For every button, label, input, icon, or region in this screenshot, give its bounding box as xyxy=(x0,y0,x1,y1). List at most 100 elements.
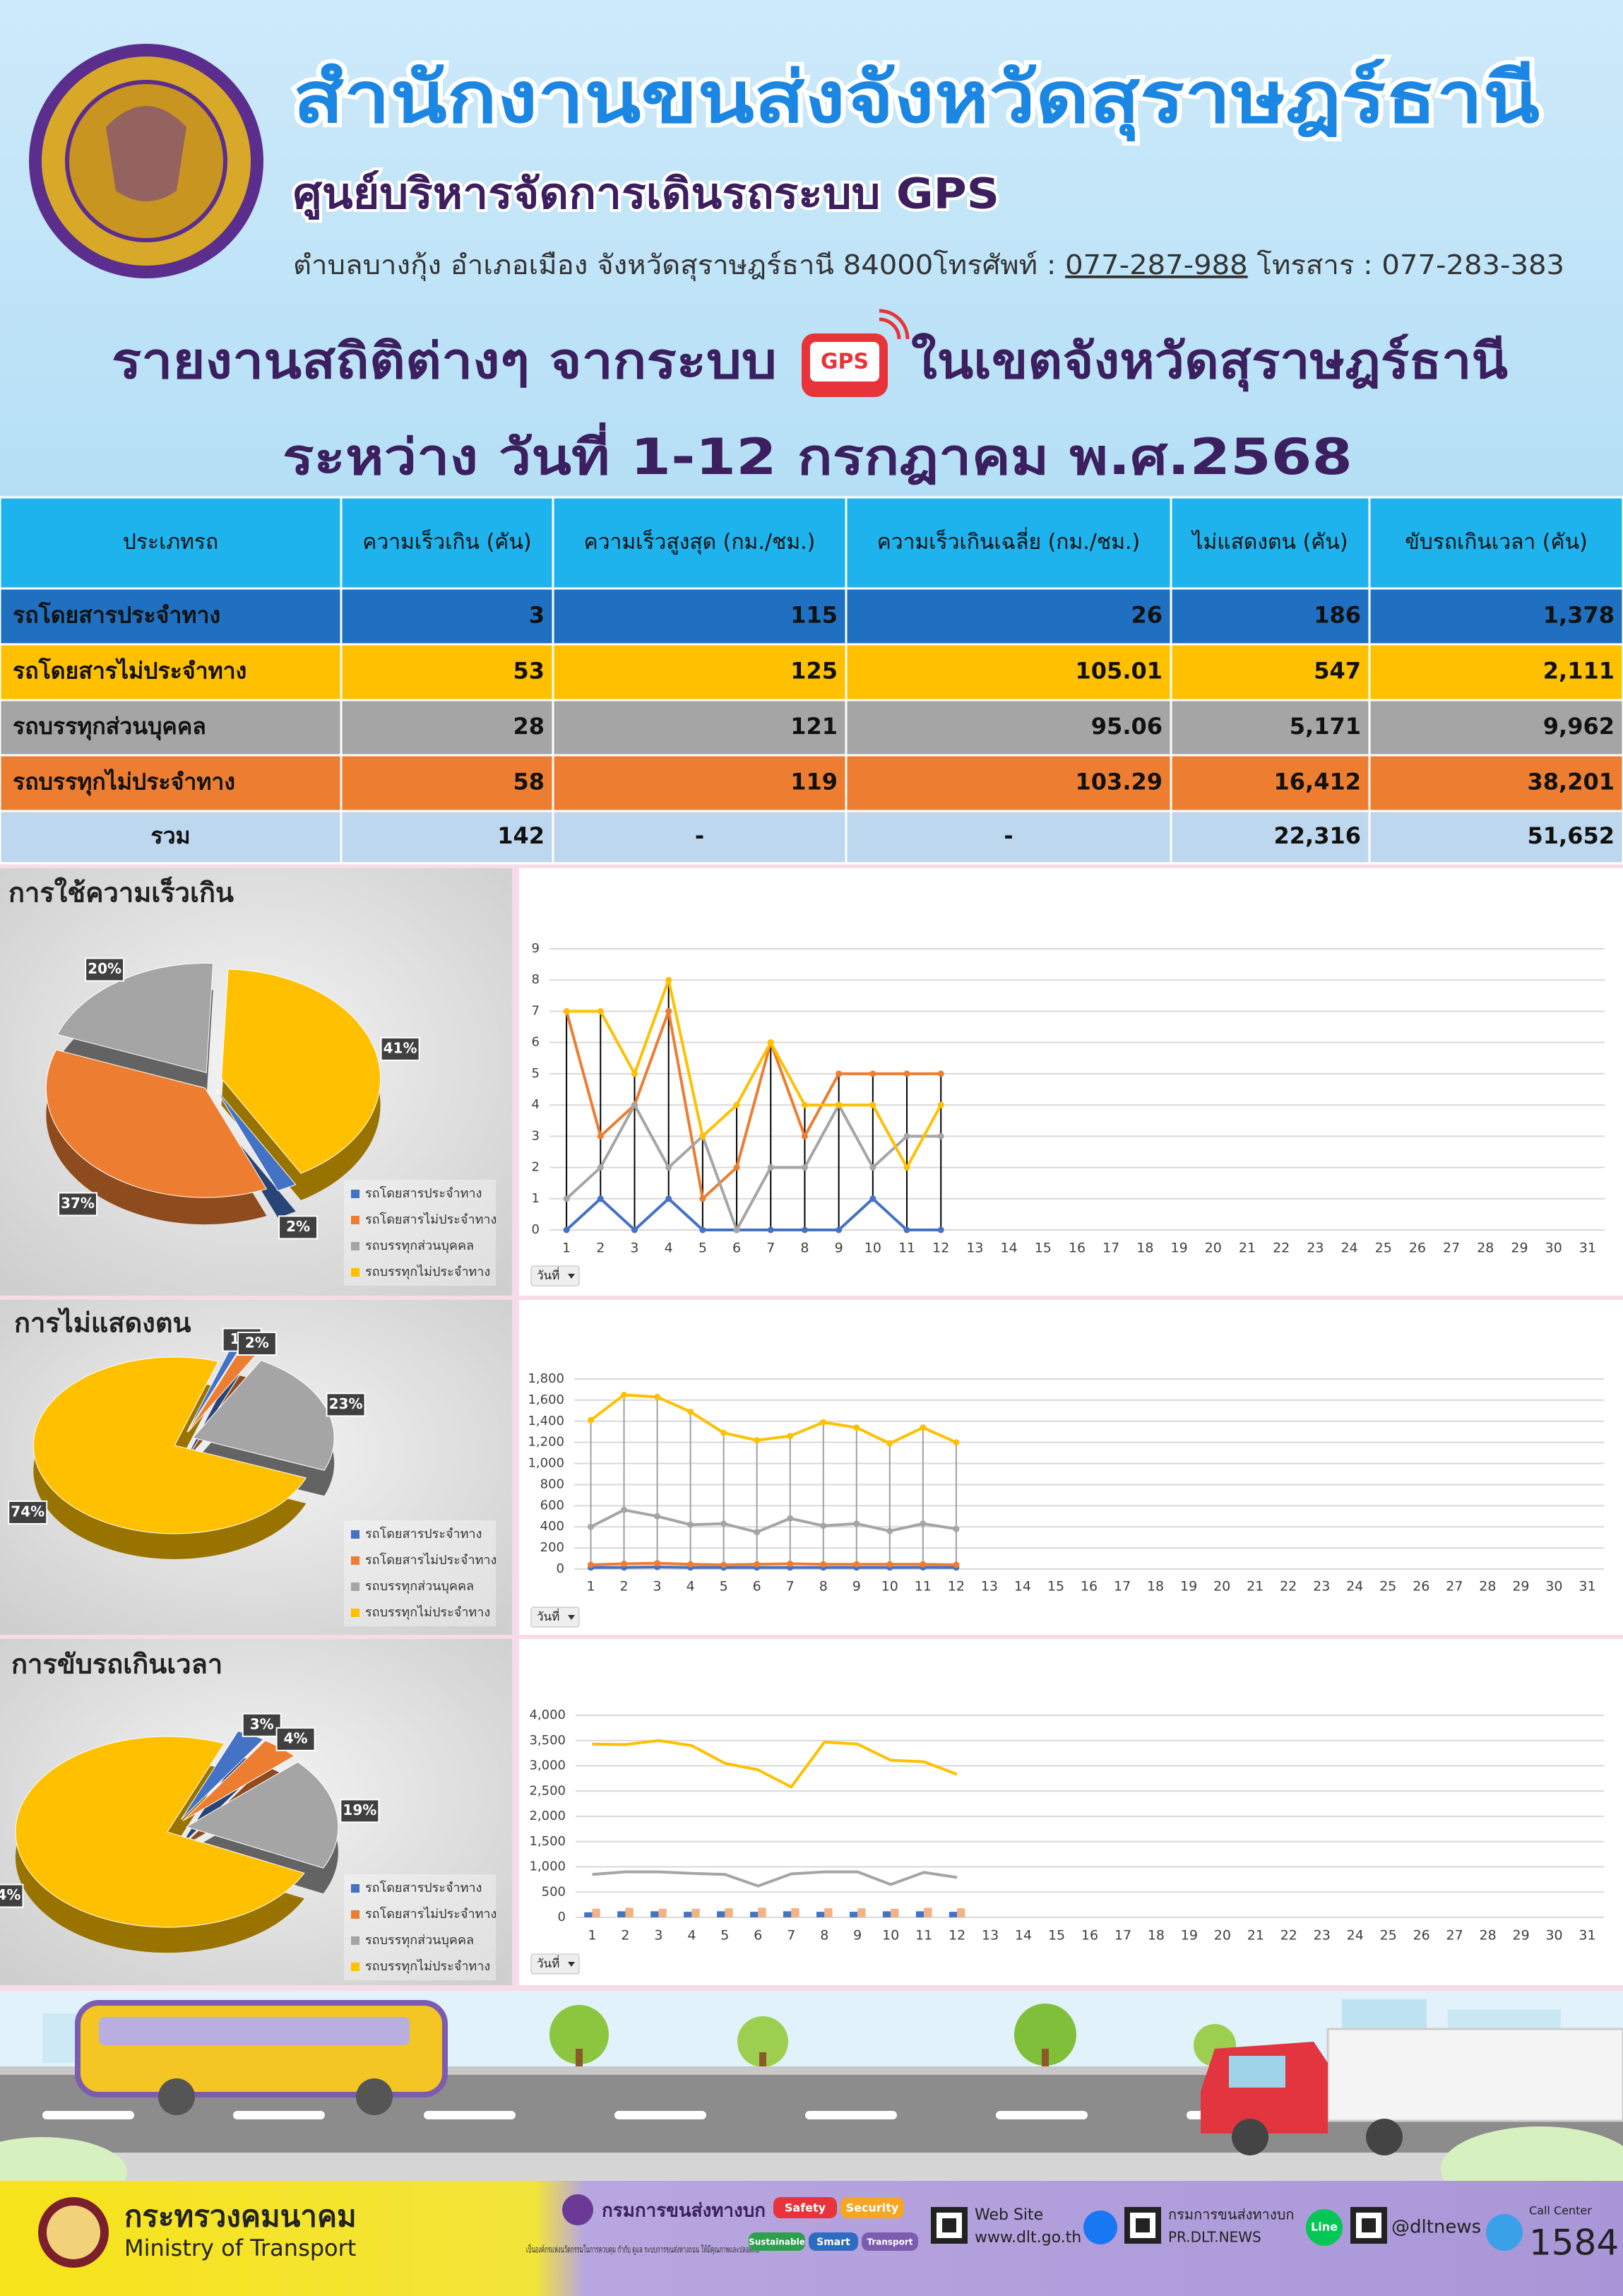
series-marker xyxy=(820,1419,827,1426)
fax: โทรสาร : 077-283-383 xyxy=(1256,249,1564,280)
table-cell-text: 547 xyxy=(1314,658,1361,685)
slogan: เป็นองค์กรแห่งนวัตกรรมในการควบคุม กำกับ … xyxy=(526,2243,759,2256)
series-marker xyxy=(563,1226,570,1233)
series-marker xyxy=(820,1522,827,1529)
legend-label: รถบรรทุกไม่ประจำทาง xyxy=(365,1604,490,1620)
table-cell xyxy=(552,754,848,812)
series-marker xyxy=(767,1039,774,1046)
bar xyxy=(824,1908,833,1917)
series-marker xyxy=(588,1561,595,1568)
table-cell-text: 121 xyxy=(790,713,838,740)
bar xyxy=(725,1908,733,1917)
series-line xyxy=(592,1739,958,1789)
series-marker xyxy=(801,1132,808,1140)
logo xyxy=(29,44,263,278)
series-marker xyxy=(853,1424,860,1431)
series-line xyxy=(590,1393,957,1445)
table-header-cell xyxy=(0,496,343,590)
filter-button[interactable]: วันที่ xyxy=(530,1265,580,1286)
series-marker xyxy=(836,1226,843,1233)
x-tick-label: 19 xyxy=(1180,1579,1197,1594)
facebook[interactable]: PR.DLT.NEWS xyxy=(1168,2229,1261,2246)
legend-swatch xyxy=(351,1582,359,1591)
ministry-logo xyxy=(38,2197,109,2268)
filter-button-arrow xyxy=(568,1615,575,1620)
line-id[interactable]: @dltnews xyxy=(1391,2217,1481,2238)
data-label: 2% xyxy=(286,1218,310,1235)
y-tick-label: 0 xyxy=(558,1910,566,1924)
table-cell-text: - xyxy=(695,822,704,849)
x-tick-label: 28 xyxy=(1480,1928,1497,1943)
series-marker xyxy=(720,1561,727,1568)
table-cell-text: 58 xyxy=(513,769,545,795)
table-cell xyxy=(1368,754,1623,812)
filter-button[interactable]: วันที่ xyxy=(530,1606,580,1628)
table-header: ขับรถเกินเวลา (คัน) xyxy=(1405,530,1588,555)
data-label-box xyxy=(85,957,125,982)
x-tick-label: 16 xyxy=(1081,1579,1098,1594)
x-tick-label: 2 xyxy=(620,1579,629,1594)
legend-swatch xyxy=(351,1884,359,1893)
x-tick-label: 19 xyxy=(1181,1928,1198,1943)
x-tick-label: 23 xyxy=(1307,1241,1324,1256)
series-marker xyxy=(869,1164,876,1171)
series-marker xyxy=(903,1226,910,1233)
series-marker xyxy=(699,1226,706,1233)
series-line xyxy=(590,1566,956,1569)
series-marker xyxy=(563,1195,570,1202)
x-tick-label: 11 xyxy=(915,1928,932,1943)
x-tick-label: 20 xyxy=(1214,1928,1231,1943)
bar xyxy=(617,1911,626,1917)
table-cell-text: 119 xyxy=(790,769,838,795)
x-tick-label: 21 xyxy=(1247,1928,1264,1943)
bar xyxy=(592,1908,600,1917)
y-tick-label: 4 xyxy=(532,1097,540,1112)
x-tick-label: 17 xyxy=(1114,1579,1131,1594)
data-label: 41% xyxy=(384,1039,417,1056)
x-tick-label: 15 xyxy=(1047,1579,1064,1594)
table-cell xyxy=(340,810,554,865)
dept-logo xyxy=(562,2194,593,2225)
y-tick-label: 3,500 xyxy=(529,1733,566,1748)
legend-bg xyxy=(344,1180,496,1286)
x-tick-label: 14 xyxy=(1001,1241,1018,1256)
x-tick-label: 15 xyxy=(1035,1241,1052,1256)
qr-codes xyxy=(931,2207,1387,2244)
x-tick-label: 10 xyxy=(881,1579,898,1594)
table-cell xyxy=(1170,643,1371,702)
y-tick-label: 2,000 xyxy=(529,1809,566,1823)
bar xyxy=(791,1908,799,1917)
x-tick-label: 9 xyxy=(853,1928,862,1943)
x-tick-label: 24 xyxy=(1347,1928,1364,1943)
x-tick-label: 12 xyxy=(948,1579,965,1594)
pie-slice xyxy=(15,1736,305,1928)
badge: Sustainable xyxy=(749,2237,805,2247)
table-cell xyxy=(0,587,343,646)
legend: รถโดยสารประจำทางรถโดยสารไม่ประจำทางรถบรร… xyxy=(344,1874,497,1980)
series-marker xyxy=(920,1561,927,1568)
phone[interactable]: 077-287-988 xyxy=(1065,249,1248,280)
x-tick-label: 3 xyxy=(654,1928,662,1943)
series-marker xyxy=(665,1164,672,1171)
x-tick-label: 27 xyxy=(1446,1928,1463,1943)
legend-swatch xyxy=(351,1936,359,1945)
badge: Transport xyxy=(867,2237,912,2247)
legend: รถโดยสารประจำทางรถโดยสารไม่ประจำทางรถบรร… xyxy=(344,1180,497,1286)
call-center[interactable]: 1584 xyxy=(1529,2223,1619,2264)
bar xyxy=(882,1911,891,1917)
legend-swatch xyxy=(351,1216,359,1224)
series-marker xyxy=(699,1195,706,1202)
data-label: 74% xyxy=(11,1503,44,1520)
x-tick-label: 25 xyxy=(1380,1928,1397,1943)
series-marker xyxy=(903,1164,910,1171)
series-marker xyxy=(801,1101,808,1108)
table-cell-text: รถบรรทุกไม่ประจำทาง xyxy=(13,769,235,797)
table-cell xyxy=(1368,810,1623,865)
table-cell xyxy=(845,643,1172,702)
x-tick-label: 1 xyxy=(588,1928,596,1943)
filter-button[interactable]: วันที่ xyxy=(530,1953,580,1975)
gps-icon: GPS xyxy=(802,309,910,397)
table-cell-text: 16,412 xyxy=(1274,769,1361,795)
website[interactable]: www.dlt.go.th xyxy=(975,2229,1081,2247)
x-tick-label: 23 xyxy=(1313,1579,1330,1594)
